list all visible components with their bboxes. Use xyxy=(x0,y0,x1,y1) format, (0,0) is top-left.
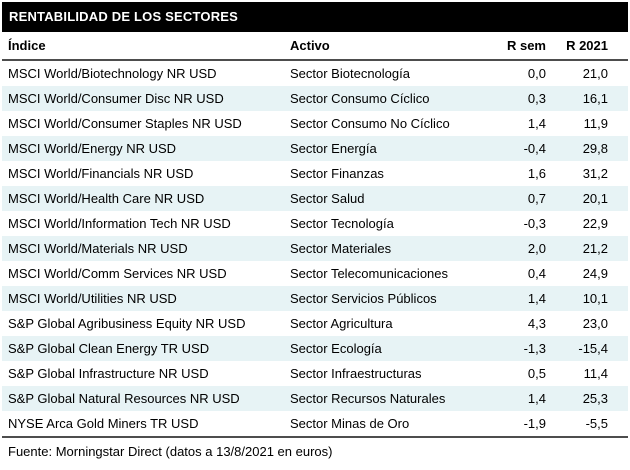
cell-indice: S&P Global Infrastructure NR USD xyxy=(8,366,209,381)
cell-r-sem: 2,0 xyxy=(527,241,546,256)
cell-r-sem: -1,9 xyxy=(523,416,546,431)
cell-r-2021: 22,9 xyxy=(582,216,608,231)
cell-r-sem: 4,3 xyxy=(527,316,546,331)
table-row: MSCI World/Comm Services NR USD Sector Te… xyxy=(2,261,628,286)
cell-activo: Sector Materiales xyxy=(290,241,392,256)
cell-r-2021: -5,5 xyxy=(585,416,608,431)
cell-activo: Sector Ecología xyxy=(290,341,382,356)
cell-indice: S&P Global Natural Resources NR USD xyxy=(8,391,240,406)
table-header-row: Índice Activo R sem R 2021 xyxy=(2,32,628,61)
source-note: Fuente: Morningstar Direct (datos a 13/8… xyxy=(8,444,333,459)
cell-r-sem: 0,7 xyxy=(527,191,546,206)
cell-r-2021: 11,9 xyxy=(583,116,608,131)
cell-indice: MSCI World/Consumer Disc NR USD xyxy=(8,91,224,106)
cell-r-sem: 0,3 xyxy=(527,91,546,106)
cell-r-sem: 1,4 xyxy=(527,291,546,306)
table-row: MSCI World/Biotechnology NR USD Sector Bi… xyxy=(2,61,628,86)
table-row: MSCI World/Materials NR USD Sector Materi… xyxy=(2,236,628,261)
cell-indice: MSCI World/Biotechnology NR USD xyxy=(8,66,217,81)
table-row: MSCI World/Financials NR USD Sector Finan… xyxy=(2,161,628,186)
cell-r-sem: -0,3 xyxy=(523,216,546,231)
cell-r-sem: 0,5 xyxy=(527,366,546,381)
column-header-indice: Índice xyxy=(8,38,46,53)
table-row: S&P Global Natural Resources NR USD Secto… xyxy=(2,386,628,411)
table-row: MSCI World/Consumer Disc NR USD Sector Co… xyxy=(2,86,628,111)
cell-r-sem: 1,6 xyxy=(527,166,546,181)
cell-r-sem: -1,3 xyxy=(523,341,546,356)
cell-r-2021: 23,0 xyxy=(582,316,608,331)
cell-r-2021: 11,4 xyxy=(583,366,608,381)
sector-returns-table: Índice Activo R sem R 2021 MSCI World/Bi… xyxy=(2,32,628,438)
cell-activo: Sector Biotecnología xyxy=(290,66,410,81)
panel-title: RENTABILIDAD DE LOS SECTORES xyxy=(2,2,628,32)
cell-activo: Sector Energía xyxy=(290,141,377,156)
cell-r-2021: 20,1 xyxy=(582,191,608,206)
table-row: NYSE Arca Gold Miners TR USD Sector Minas… xyxy=(2,411,628,436)
cell-r-2021: 31,2 xyxy=(582,166,608,181)
cell-indice: MSCI World/Materials NR USD xyxy=(8,241,188,256)
table-body: MSCI World/Biotechnology NR USD Sector Bi… xyxy=(2,61,628,438)
cell-activo: Sector Finanzas xyxy=(290,166,384,181)
cell-r-2021: 10,1 xyxy=(582,291,608,306)
table-row: S&P Global Agribusiness Equity NR USD Sec… xyxy=(2,311,628,336)
cell-r-sem: 1,4 xyxy=(527,116,546,131)
cell-r-2021: 16,1 xyxy=(582,91,608,106)
cell-activo: Sector Consumo Cíclico xyxy=(290,91,430,106)
column-header-r-sem: R sem xyxy=(506,38,546,53)
cell-r-2021: 24,9 xyxy=(582,266,608,281)
cell-r-2021: 21,2 xyxy=(582,241,608,256)
cell-r-2021: -15,4 xyxy=(578,341,608,356)
table-row: MSCI World/Utilities NR USD Sector Servic… xyxy=(2,286,628,311)
cell-indice: MSCI World/Comm Services NR USD xyxy=(8,266,227,281)
table-row: MSCI World/Energy NR USD Sector Energía -0… xyxy=(2,136,628,161)
cell-activo: Sector Consumo No Cíclico xyxy=(290,116,450,131)
table-row: MSCI World/Health Care NR USD Sector Salu… xyxy=(2,186,628,211)
table-row: MSCI World/Consumer Staples NR USD Sector… xyxy=(2,111,628,136)
cell-indice: MSCI World/Utilities NR USD xyxy=(8,291,177,306)
table-row: S&P Global Clean Energy TR USD Sector Eco… xyxy=(2,336,628,361)
cell-indice: MSCI World/Information Tech NR USD xyxy=(8,216,231,231)
cell-activo: Sector Servicios Públicos xyxy=(290,291,437,306)
cell-r-2021: 29,8 xyxy=(582,141,608,156)
cell-activo: Sector Infraestructuras xyxy=(290,366,422,381)
cell-activo: Sector Minas de Oro xyxy=(290,416,410,431)
cell-r-sem: -0,4 xyxy=(523,141,546,156)
cell-indice: MSCI World/Consumer Staples NR USD xyxy=(8,116,242,131)
cell-activo: Sector Telecomunicaciones xyxy=(290,266,449,281)
cell-r-2021: 21,0 xyxy=(582,66,608,81)
cell-indice: S&P Global Clean Energy TR USD xyxy=(8,341,210,356)
cell-indice: NYSE Arca Gold Miners TR USD xyxy=(8,416,199,431)
cell-r-2021: 25,3 xyxy=(582,391,608,406)
table-row: MSCI World/Information Tech NR USD Sector… xyxy=(2,211,628,236)
cell-activo: Sector Agricultura xyxy=(290,316,393,331)
cell-r-sem: 0,0 xyxy=(527,66,546,81)
cell-indice: MSCI World/Energy NR USD xyxy=(8,141,177,156)
column-header-r-2021: R 2021 xyxy=(566,38,608,53)
cell-indice: MSCI World/Financials NR USD xyxy=(8,166,194,181)
cell-activo: Sector Tecnología xyxy=(290,216,394,231)
cell-activo: Sector Salud xyxy=(290,191,365,206)
cell-activo: Sector Recursos Naturales xyxy=(290,391,446,406)
cell-r-sem: 0,4 xyxy=(527,266,546,281)
cell-indice: MSCI World/Health Care NR USD xyxy=(8,191,205,206)
column-header-activo: Activo xyxy=(290,38,330,53)
table-row: S&P Global Infrastructure NR USD Sector I… xyxy=(2,361,628,386)
cell-r-sem: 1,4 xyxy=(527,391,546,406)
cell-indice: S&P Global Agribusiness Equity NR USD xyxy=(8,316,246,331)
